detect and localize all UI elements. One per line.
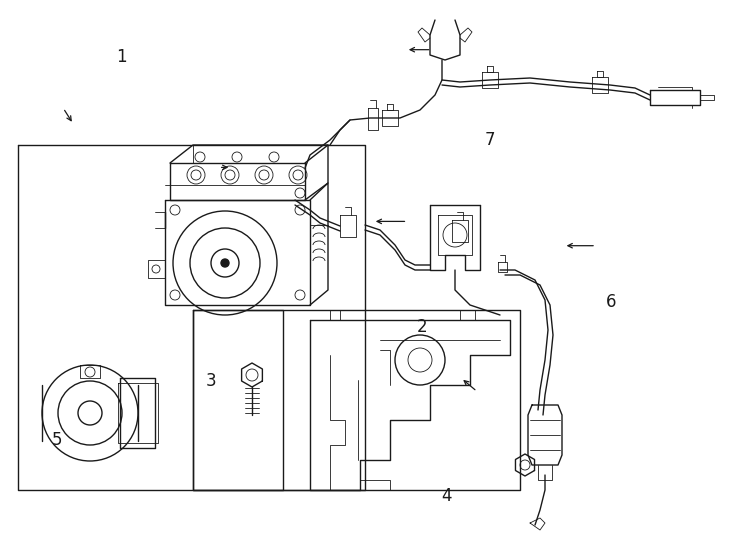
Text: 2: 2	[417, 318, 427, 336]
Text: 7: 7	[485, 131, 495, 150]
Text: 5: 5	[52, 431, 62, 449]
Text: 1: 1	[116, 48, 126, 66]
Circle shape	[221, 259, 229, 267]
Text: 4: 4	[441, 487, 451, 505]
Text: 3: 3	[206, 372, 217, 390]
Text: 6: 6	[606, 293, 616, 312]
